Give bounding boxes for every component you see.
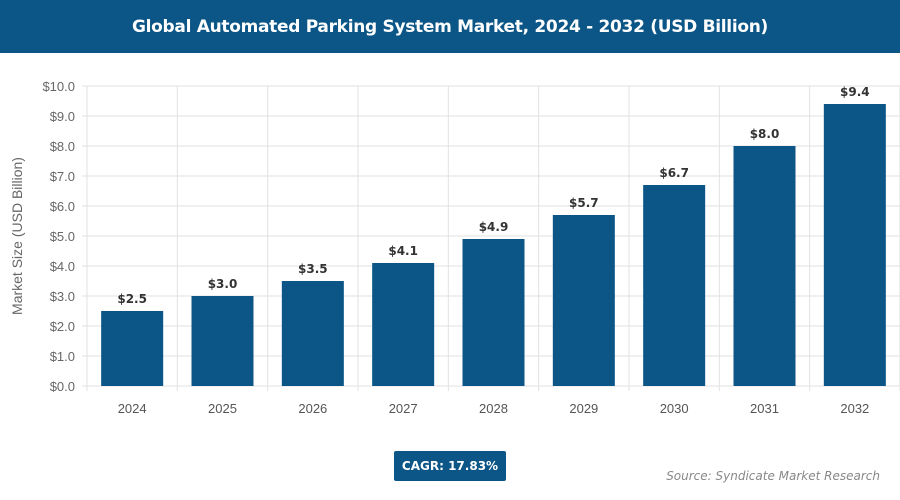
y-tick-label: $1.0 <box>50 349 75 364</box>
y-tick-label: $10.0 <box>42 79 75 94</box>
x-tick-label: 2031 <box>750 401 779 416</box>
y-tick-label: $7.0 <box>50 169 75 184</box>
y-tick-label: $9.0 <box>50 109 75 124</box>
bar <box>372 263 435 386</box>
x-tick-label: 2027 <box>389 401 418 416</box>
bar <box>191 296 254 386</box>
y-tick-label: $4.0 <box>50 259 75 274</box>
data-label: $9.4 <box>840 85 870 99</box>
data-label: $5.7 <box>569 196 599 210</box>
x-tick-label: 2032 <box>840 401 869 416</box>
y-axis-label: Market Size (USD Billion) <box>9 157 25 315</box>
y-tick-label: $6.0 <box>50 199 75 214</box>
y-tick-label: $5.0 <box>50 229 75 244</box>
data-label: $6.7 <box>659 166 689 180</box>
y-tick-label: $2.0 <box>50 319 75 334</box>
x-tick-label: 2024 <box>118 401 147 416</box>
bar <box>643 185 706 386</box>
x-tick-label: 2025 <box>208 401 237 416</box>
data-label: $2.5 <box>117 292 147 306</box>
bar <box>552 215 615 386</box>
data-label: $4.1 <box>388 244 418 258</box>
chart-title: Global Automated Parking System Market, … <box>0 0 900 53</box>
cagr-badge: CAGR: 17.83% <box>394 451 506 481</box>
data-label: $4.9 <box>479 220 509 234</box>
bar <box>101 311 164 386</box>
y-tick-label: $8.0 <box>50 139 75 154</box>
source-note: Source: Syndicate Market Research <box>666 469 880 483</box>
data-label: $3.5 <box>298 262 328 276</box>
x-tick-label: 2028 <box>479 401 508 416</box>
bar <box>462 239 525 386</box>
x-tick-label: 2029 <box>569 401 598 416</box>
y-tick-label: $3.0 <box>50 289 75 304</box>
data-label: $8.0 <box>750 127 780 141</box>
bar <box>823 104 886 386</box>
bar <box>281 281 344 386</box>
x-tick-label: 2026 <box>298 401 327 416</box>
x-tick-label: 2030 <box>660 401 689 416</box>
data-label: $3.0 <box>208 277 238 291</box>
y-tick-label: $0.0 <box>50 379 75 394</box>
bar <box>733 146 796 386</box>
